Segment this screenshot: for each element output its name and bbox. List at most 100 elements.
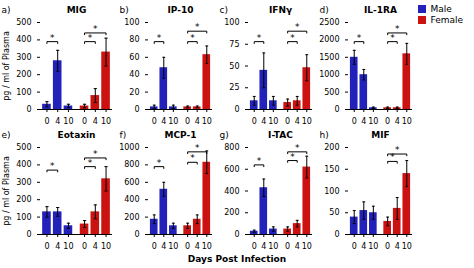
svg-text:*: *	[93, 149, 98, 159]
svg-text:*: *	[195, 22, 200, 32]
svg-text:10: 10	[402, 242, 412, 251]
svg-text:g): g)	[220, 130, 229, 140]
svg-text:400: 400	[224, 187, 239, 196]
svg-text:IP-10: IP-10	[167, 5, 193, 15]
svg-text:0: 0	[334, 230, 339, 239]
svg-text:d): d)	[320, 5, 329, 15]
svg-text:800: 800	[224, 143, 239, 152]
svg-text:0: 0	[252, 242, 257, 251]
svg-text:100: 100	[124, 18, 139, 27]
svg-text:*: *	[93, 24, 98, 34]
svg-text:10: 10	[302, 242, 312, 251]
svg-text:400: 400	[16, 160, 31, 169]
svg-text:*: *	[88, 33, 93, 43]
svg-text:4: 4	[93, 242, 98, 251]
svg-text:150: 150	[324, 165, 339, 174]
svg-text:300: 300	[16, 178, 31, 187]
svg-text:100: 100	[224, 18, 239, 27]
svg-text:MIF: MIF	[371, 130, 389, 140]
svg-text:60: 60	[129, 53, 139, 62]
svg-text:200: 200	[16, 195, 31, 204]
svg-text:*: *	[390, 33, 395, 43]
svg-text:100: 100	[324, 187, 339, 196]
svg-text:*: *	[195, 143, 200, 153]
svg-text:MIG: MIG	[67, 5, 87, 15]
svg-text:10: 10	[168, 242, 178, 251]
svg-text:2500: 2500	[319, 18, 339, 27]
svg-text:pg / ml of Plasma: pg / ml of Plasma	[2, 156, 11, 226]
svg-text:4: 4	[361, 242, 366, 251]
svg-text:IFNγ: IFNγ	[269, 5, 292, 15]
svg-text:*: *	[295, 22, 300, 32]
svg-text:0: 0	[334, 105, 339, 114]
svg-text:100: 100	[16, 88, 31, 97]
svg-text:b): b)	[120, 5, 129, 15]
svg-text:Eotaxin: Eotaxin	[57, 130, 95, 140]
svg-text:10: 10	[63, 242, 73, 251]
svg-text:4: 4	[261, 242, 266, 251]
svg-text:200: 200	[224, 208, 239, 217]
svg-text:100: 100	[16, 213, 31, 222]
svg-text:*: *	[50, 33, 55, 43]
svg-text:600: 600	[124, 178, 139, 187]
svg-text:400: 400	[124, 195, 139, 204]
svg-text:600: 600	[224, 165, 239, 174]
svg-text:0: 0	[234, 230, 239, 239]
svg-text:10: 10	[101, 242, 111, 251]
svg-text:1500: 1500	[319, 53, 339, 62]
svg-text:I-TAC: I-TAC	[268, 130, 293, 140]
svg-text:10: 10	[202, 242, 212, 251]
svg-text:*: *	[88, 158, 93, 168]
svg-text:200: 200	[124, 213, 139, 222]
svg-text:*: *	[395, 145, 400, 155]
svg-text:1000: 1000	[319, 70, 339, 79]
svg-text:80: 80	[129, 35, 139, 44]
svg-text:0: 0	[26, 230, 31, 239]
svg-text:pg / ml of Plasma: pg / ml of Plasma	[2, 31, 11, 101]
svg-text:*: *	[295, 143, 300, 153]
svg-text:*: *	[395, 24, 400, 34]
svg-text:10: 10	[268, 242, 278, 251]
svg-text:800: 800	[124, 160, 139, 169]
svg-text:300: 300	[16, 53, 31, 62]
svg-text:4: 4	[55, 242, 60, 251]
svg-text:0: 0	[234, 105, 239, 114]
svg-text:MCP-1: MCP-1	[165, 130, 197, 140]
svg-text:500: 500	[324, 88, 339, 97]
svg-text:50: 50	[229, 62, 239, 71]
svg-text:0: 0	[285, 242, 290, 251]
svg-text:40: 40	[129, 70, 139, 79]
svg-text:0: 0	[44, 242, 49, 251]
svg-text:0: 0	[134, 230, 139, 239]
svg-text:0: 0	[185, 242, 190, 251]
svg-text:c): c)	[220, 5, 228, 15]
svg-text:*: *	[190, 33, 195, 43]
svg-text:4: 4	[195, 242, 200, 251]
svg-text:400: 400	[16, 35, 31, 44]
svg-text:0: 0	[352, 242, 357, 251]
svg-text:f): f)	[120, 130, 127, 140]
svg-text:200: 200	[16, 70, 31, 79]
svg-text:*: *	[50, 161, 55, 171]
svg-text:IL-1RA: IL-1RA	[364, 5, 397, 15]
svg-text:75: 75	[229, 40, 239, 49]
svg-text:500: 500	[16, 143, 31, 152]
svg-text:*: *	[157, 158, 162, 168]
svg-text:*: *	[257, 156, 262, 166]
svg-text:500: 500	[16, 18, 31, 27]
svg-text:4: 4	[395, 242, 400, 251]
svg-text:0: 0	[82, 242, 87, 251]
svg-text:2000: 2000	[319, 35, 339, 44]
svg-text:20: 20	[129, 88, 139, 97]
svg-text:*: *	[357, 33, 362, 43]
svg-text:0: 0	[134, 105, 139, 114]
svg-text:*: *	[290, 152, 295, 162]
svg-text:a): a)	[2, 5, 11, 15]
svg-text:0: 0	[385, 242, 390, 251]
svg-text:10: 10	[368, 242, 378, 251]
svg-text:4: 4	[161, 242, 166, 251]
svg-text:0: 0	[152, 242, 157, 251]
svg-text:*: *	[290, 33, 295, 43]
svg-text:e): e)	[2, 130, 11, 140]
svg-text:0: 0	[26, 105, 31, 114]
